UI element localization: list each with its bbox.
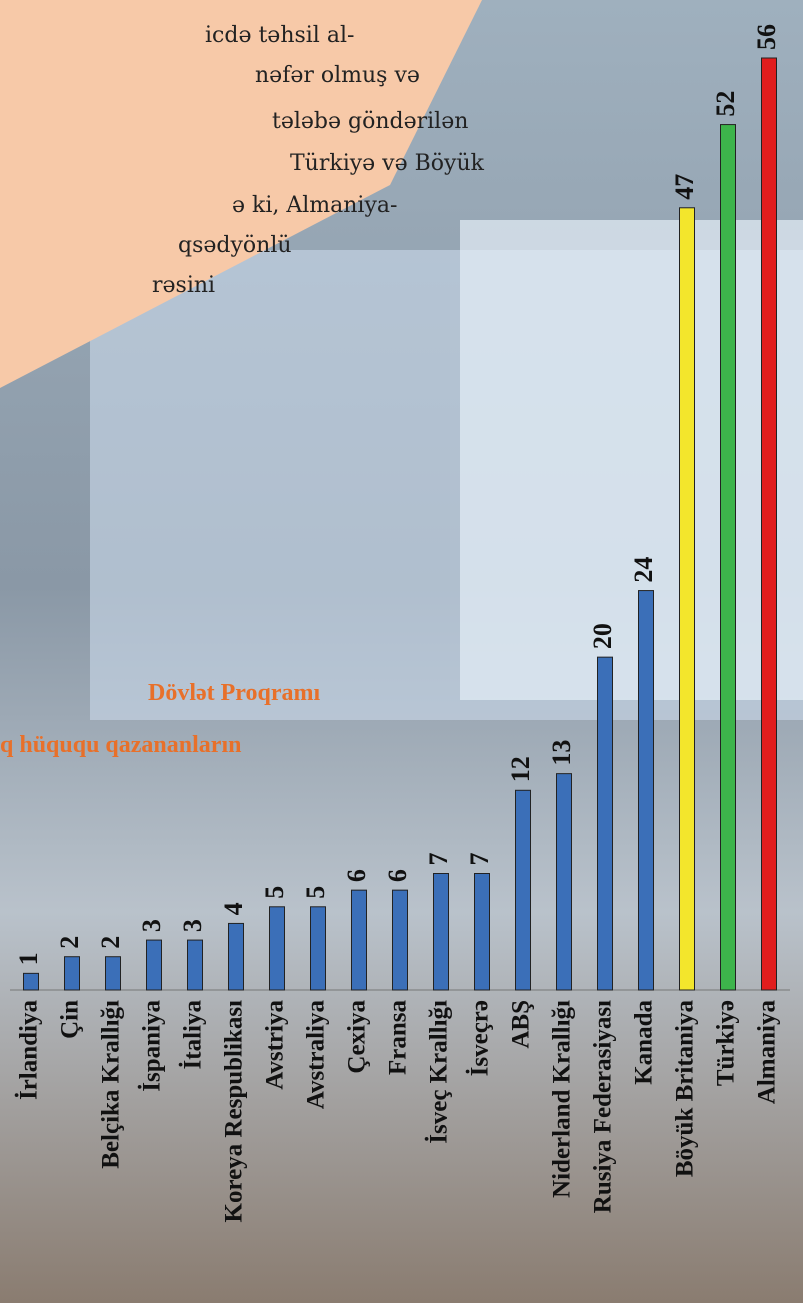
value-label: 24 xyxy=(629,557,658,583)
value-label: 20 xyxy=(588,623,617,649)
bar xyxy=(147,940,162,990)
value-label: 5 xyxy=(260,886,289,899)
value-label: 56 xyxy=(752,24,781,50)
category-label: Avstriya xyxy=(262,1000,289,1090)
value-label: 12 xyxy=(506,756,535,782)
value-label: 4 xyxy=(219,902,248,915)
bar xyxy=(434,874,449,991)
category-label: Fransa xyxy=(385,1000,412,1076)
bar xyxy=(352,890,367,990)
bar xyxy=(311,907,326,990)
value-label: 2 xyxy=(55,936,84,949)
category-label: İrlandiya xyxy=(15,1000,43,1101)
value-label: 3 xyxy=(178,919,207,932)
chart-title: q hüququ qazananların xyxy=(0,732,241,758)
category-label: Rusiya Federasiyası xyxy=(590,1000,617,1213)
category-label: Kanada xyxy=(631,1000,658,1085)
category-label: İtaliya xyxy=(179,1000,207,1070)
value-label: 6 xyxy=(342,869,371,882)
category-label: Almaniya xyxy=(754,1000,781,1105)
value-label: 6 xyxy=(383,869,412,882)
category-label: Avstraliya xyxy=(303,1000,330,1110)
value-label: 7 xyxy=(424,853,453,866)
category-label: Koreya Respublikası xyxy=(221,1000,248,1223)
category-label: Çin xyxy=(57,1000,84,1039)
chart-title: Dövlət Proqramı xyxy=(148,680,321,706)
value-label: 5 xyxy=(301,886,330,899)
bar xyxy=(762,58,777,990)
bar xyxy=(106,957,121,990)
paragraph-line: ə ki, Almaniya- xyxy=(232,193,397,218)
bar xyxy=(270,907,285,990)
value-label: 13 xyxy=(547,740,576,766)
paragraph-line: Türkiyə və Böyük xyxy=(290,151,485,176)
bar xyxy=(393,890,408,990)
paragraph-line: rəsini xyxy=(152,273,215,298)
bar xyxy=(229,923,244,990)
value-label: 2 xyxy=(96,936,125,949)
category-label: Niderland Krallığı xyxy=(549,1000,576,1198)
bar xyxy=(639,591,654,990)
bar xyxy=(475,874,490,991)
screen-slide xyxy=(460,220,803,700)
value-label: 7 xyxy=(465,853,494,866)
category-label: İspaniya xyxy=(138,1000,166,1092)
bar xyxy=(557,774,572,990)
category-label: Çexiya xyxy=(344,1000,371,1074)
paragraph-line: nəfər olmuş və xyxy=(255,63,420,88)
category-label: Türkiyə xyxy=(713,1000,740,1086)
category-label: Belçika Krallığı xyxy=(98,1000,125,1169)
category-label: ABŞ xyxy=(508,1000,535,1049)
bar xyxy=(721,125,736,990)
bar xyxy=(188,940,203,990)
category-label: Böyük Britaniya xyxy=(672,1000,699,1178)
category-label: İsveç Krallığı xyxy=(425,1000,453,1144)
value-label: 3 xyxy=(137,919,166,932)
paragraph-line: qsədyönlü xyxy=(178,233,292,258)
paragraph-line: icdə təhsil al- xyxy=(205,23,354,48)
chart: Dövlət Proqramı q hüququ qazananların ic… xyxy=(0,0,803,1303)
value-label: 1 xyxy=(14,952,43,965)
bar xyxy=(516,790,531,990)
bar xyxy=(598,657,613,990)
category-label: İsveçrə xyxy=(466,1000,494,1076)
value-label: 52 xyxy=(711,91,740,117)
paragraph-line: tələbə göndərilən xyxy=(272,109,468,134)
bar xyxy=(680,208,695,990)
bar xyxy=(65,957,80,990)
value-label: 47 xyxy=(670,174,699,200)
bar xyxy=(24,973,39,990)
